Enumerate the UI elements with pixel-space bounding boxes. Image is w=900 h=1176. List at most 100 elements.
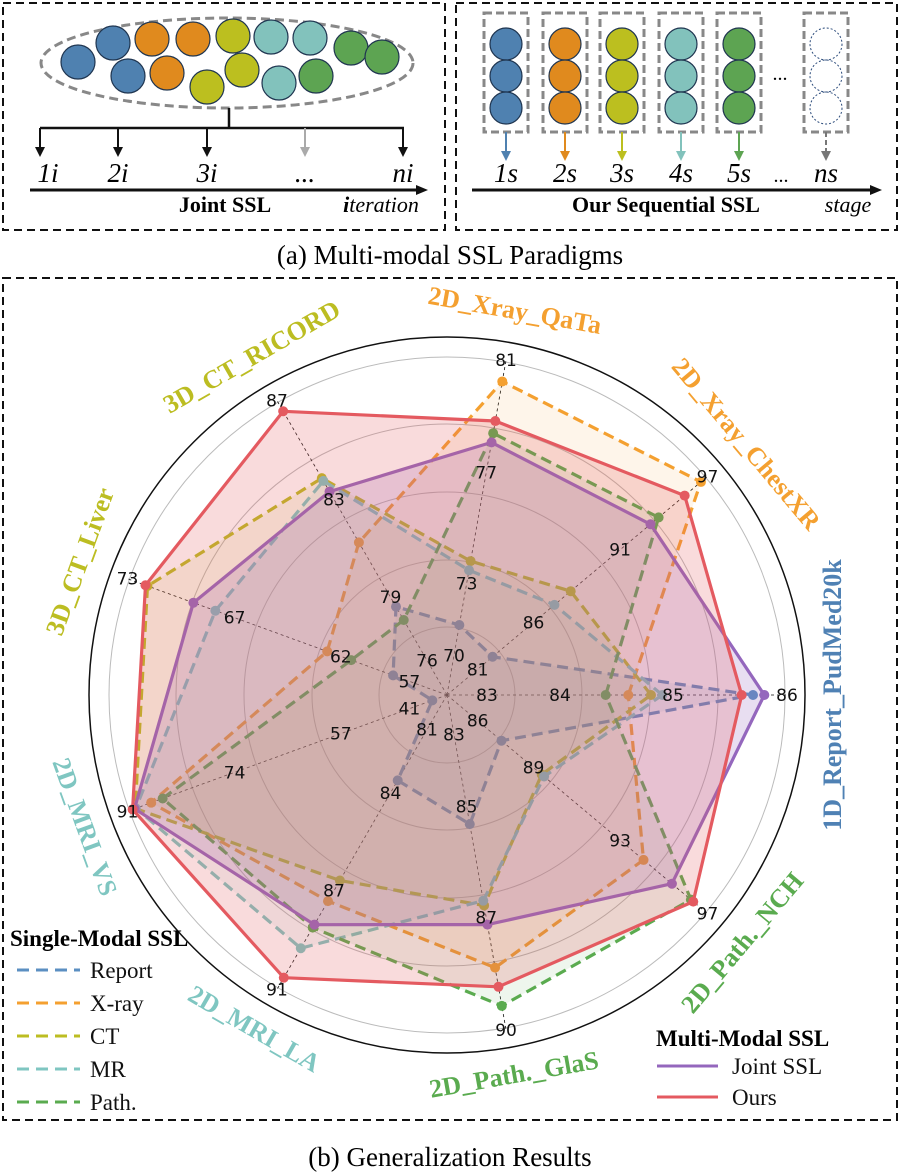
- tick-label: 97: [697, 467, 719, 487]
- legend-multi-title: Multi-Modal SSL: [656, 1026, 829, 1051]
- data-point-2D_MRI_LA: [309, 919, 320, 930]
- arrow-head-icon: [398, 147, 408, 157]
- sequential-ssl-title: Our Sequential SSL: [572, 192, 760, 217]
- data-circle-mr: [261, 65, 297, 101]
- data-point-2D_Path._GlaS: [482, 919, 493, 930]
- data-point-3D_CT_Liver: [322, 646, 333, 657]
- legend-item-label: MR: [90, 1057, 126, 1082]
- tick-label: 57: [399, 672, 421, 692]
- radar-axis-line: [276, 400, 448, 696]
- data-point-2D_Xray_ChestXR: [653, 512, 664, 523]
- data-circle-ct: [189, 69, 225, 105]
- data-point-2D_MRI_LA: [334, 875, 345, 886]
- tick-label: 41: [399, 700, 421, 720]
- tick-label: 74: [224, 763, 246, 783]
- data-point-3D_CT_Liver: [140, 580, 151, 591]
- panel-b-results: 83 84 85 86 1D_Report_PudMed20k 81 86 91 97 2D_Xr…: [2, 277, 898, 1172]
- arrow-head-icon: [617, 151, 627, 161]
- series-fill: [135, 480, 663, 949]
- arrow-head-icon: [300, 147, 310, 157]
- arrow-head-icon: [560, 151, 570, 161]
- data-point-1D_Report_PudMed20k: [748, 690, 758, 700]
- data-circle-path: [722, 59, 756, 93]
- arrow-head-icon: [821, 151, 831, 161]
- data-point-2D_Xray_ChestXR: [549, 599, 560, 610]
- tick-label: 81: [416, 721, 438, 741]
- axis-label: 2D_Xray_QaTa: [426, 281, 604, 340]
- data-point-2D_Path._NCH: [638, 854, 649, 865]
- tick-label: 87: [266, 392, 288, 412]
- empty-data-circle: [809, 27, 843, 61]
- axis-label: 1D_Report_PudMed20k: [818, 559, 847, 831]
- data-circle-ct: [605, 59, 639, 93]
- data-point-3D_CT_RICORD: [324, 486, 335, 497]
- axis-label: 3D_CT_RICORD: [158, 294, 345, 419]
- data-point-2D_Xray_QaTa: [490, 416, 501, 427]
- data-circle-report: [489, 27, 523, 61]
- iteration-step-label: ...: [295, 158, 315, 188]
- series-line: [149, 379, 703, 970]
- data-point-1D_Report_PudMed20k: [736, 690, 747, 700]
- series-fill: [132, 411, 742, 987]
- arrow-head-icon: [35, 147, 45, 157]
- legend-item-label: Joint SSL: [732, 1054, 822, 1079]
- data-circle-xray: [548, 91, 582, 125]
- series-fill: [134, 442, 765, 925]
- data-circle-report: [95, 25, 131, 61]
- series-line: [131, 409, 744, 989]
- data-circle-xray: [175, 21, 211, 57]
- axis-arrow-icon: [416, 185, 428, 195]
- panel-b-caption: (b) Generalization Results: [308, 1142, 591, 1172]
- data-point-2D_MRI_LA: [278, 972, 289, 983]
- radar-outer-circle: [88, 336, 806, 1054]
- stage-step-label: 5s: [727, 158, 751, 188]
- series-line: [133, 476, 653, 908]
- series-ct: [130, 473, 656, 911]
- data-point-2D_Xray_ChestXR: [695, 476, 706, 487]
- data-circle-path: [333, 30, 369, 66]
- data-pool-ellipse: [39, 16, 415, 110]
- stage-axis-label: stage: [825, 192, 872, 217]
- data-point-2D_MRI_VS: [127, 804, 138, 815]
- series-mr: [130, 475, 668, 954]
- series-line: [132, 440, 766, 927]
- panel-a-caption: (a) Multi-modal SSL Paradigms: [277, 240, 623, 270]
- legend-item-label: Ours: [732, 1085, 777, 1110]
- data-point-1D_Report_PudMed20k: [657, 690, 668, 700]
- data-circle-ct: [224, 52, 260, 88]
- data-point-3D_CT_RICORD: [278, 406, 289, 417]
- series-joint-ssl: [129, 437, 770, 930]
- radar-axis-line: [276, 694, 448, 990]
- series-ours: [127, 406, 747, 992]
- data-point-2D_MRI_LA: [392, 775, 403, 786]
- tick-label: 87: [323, 882, 345, 902]
- stage-step-label: 1s: [494, 158, 518, 188]
- panel-a-paradigms: 1i 2i 3i... ni 1s 2s 3s 4s 5s ns...... Joint SSL…: [2, 2, 898, 270]
- data-circle-report: [110, 58, 146, 94]
- data-circle-mr: [292, 20, 328, 56]
- data-circle-mr: [253, 19, 289, 55]
- sequential-ssl-diagram: 1s 2s 3s 4s 5s ns......: [472, 11, 882, 195]
- stage-step-label: 2s: [553, 158, 577, 188]
- tick-label: 73: [456, 575, 478, 595]
- tick-label: 87: [475, 909, 497, 929]
- radar-axis-line: [446, 694, 507, 1030]
- data-point-2D_Path._NCH: [496, 735, 507, 746]
- data-point-3D_CT_Liver: [346, 655, 357, 666]
- joint-ssl-frame: [2, 2, 446, 231]
- tick-label: 67: [224, 609, 246, 629]
- data-circle-ct: [215, 18, 251, 54]
- empty-data-circle: [809, 91, 843, 125]
- legend-single-modal: Single-Modal SSL Report X-ray CT MR Path.: [10, 926, 188, 1115]
- tick-label: 81: [495, 351, 517, 371]
- tick-label: 57: [330, 725, 352, 745]
- tick-label: 81: [467, 660, 489, 680]
- data-circle-mr: [664, 27, 698, 61]
- data-point-2D_MRI_LA: [323, 896, 333, 907]
- axis-label: 2D_MRI_LA: [183, 979, 325, 1078]
- tick-label: 84: [549, 686, 571, 706]
- tick-label: 91: [609, 541, 631, 561]
- stage-ellipsis: ...: [773, 63, 788, 85]
- legend-item-label: Report: [90, 958, 153, 983]
